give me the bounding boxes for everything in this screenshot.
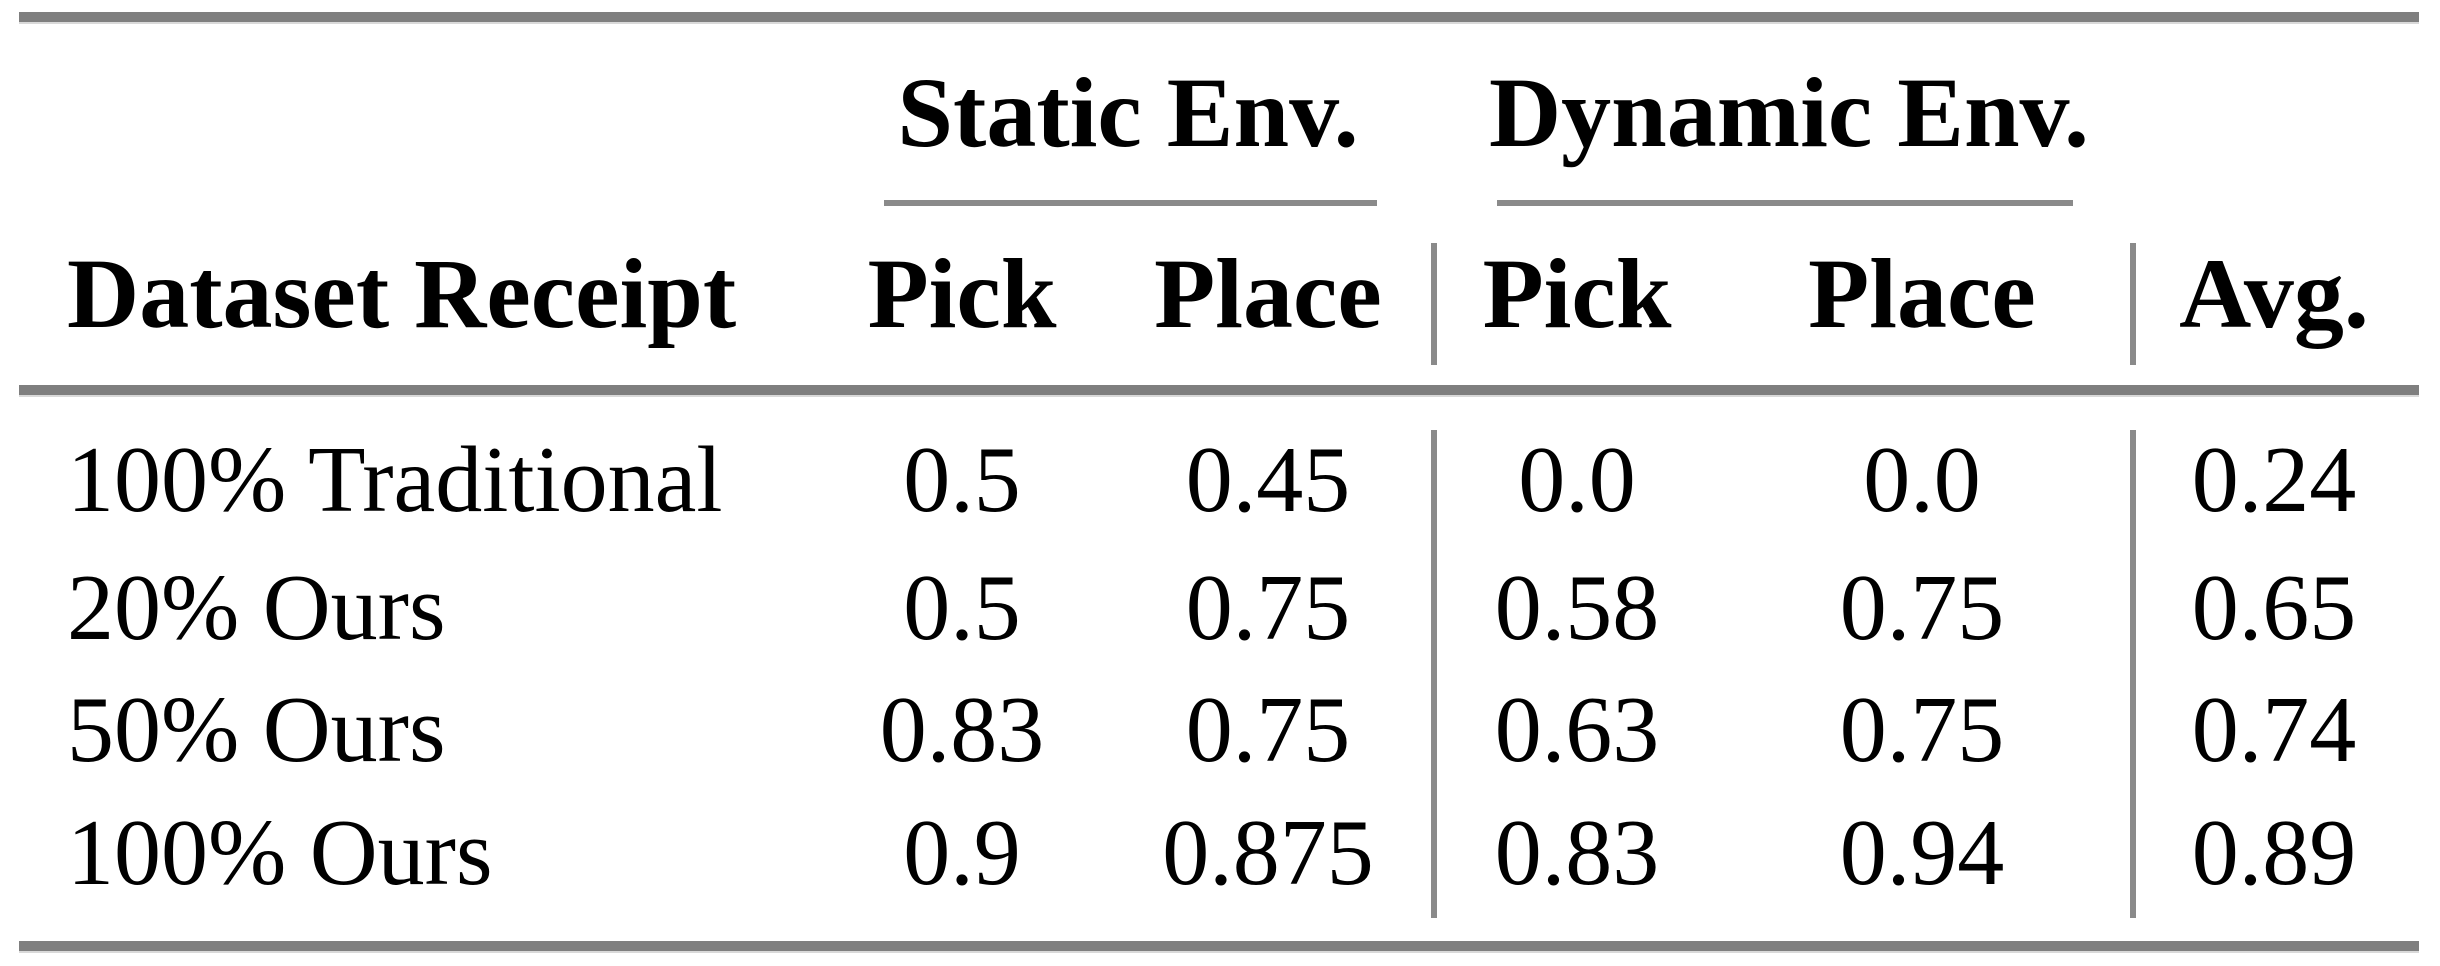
cell-dynamic-pick: 0.58 [1494, 556, 1660, 660]
cell-static-pick: 0.83 [879, 678, 1045, 782]
cmidrule-static-env [884, 200, 1377, 206]
column-header-static-place: Place [1154, 238, 1382, 349]
cell-avg: 0.89 [2191, 801, 2357, 905]
cell-static-pick: 0.5 [903, 556, 1021, 660]
cell-dynamic-place: 0.75 [1839, 678, 2005, 782]
column-header-dynamic-pick: Pick [1482, 238, 1672, 349]
cell-avg: 0.24 [2191, 428, 2357, 532]
vertical-separator-1-header [1431, 243, 1437, 365]
bottom-rule [19, 941, 2419, 951]
vertical-separator-2-header [2130, 243, 2136, 365]
column-group-static-env: Static Env. [897, 57, 1359, 168]
cell-static-pick: 0.9 [903, 801, 1021, 905]
vertical-separator-2-body [2130, 430, 2136, 918]
cell-dynamic-place: 0.0 [1863, 428, 1981, 532]
cmidrule-dynamic-env [1497, 200, 2073, 206]
cell-dynamic-pick: 0.83 [1494, 801, 1660, 905]
cell-static-place: 0.75 [1185, 678, 1351, 782]
column-header-avg: Avg. [2179, 238, 2369, 349]
row-label: 20% Ours [67, 556, 446, 660]
row-label: 100% Ours [67, 801, 493, 905]
cell-static-place: 0.45 [1185, 428, 1351, 532]
column-header-static-pick: Pick [867, 238, 1057, 349]
cell-static-place: 0.75 [1185, 556, 1351, 660]
cell-dynamic-pick: 0.63 [1494, 678, 1660, 782]
top-rule [19, 12, 2419, 22]
mid-rule [19, 385, 2419, 395]
cell-avg: 0.74 [2191, 678, 2357, 782]
cell-dynamic-pick: 0.0 [1518, 428, 1636, 532]
column-header-dataset-receipt: Dataset Receipt [67, 238, 737, 349]
vertical-separator-1-body [1431, 430, 1437, 918]
column-header-dynamic-place: Place [1808, 238, 2036, 349]
row-label: 100% Traditional [67, 428, 723, 532]
cell-static-pick: 0.5 [903, 428, 1021, 532]
cell-avg: 0.65 [2191, 556, 2357, 660]
row-label: 50% Ours [67, 678, 446, 782]
cell-dynamic-place: 0.94 [1839, 801, 2005, 905]
cell-static-place: 0.875 [1162, 801, 1374, 905]
column-group-dynamic-env: Dynamic Env. [1488, 57, 2090, 168]
cell-dynamic-place: 0.75 [1839, 556, 2005, 660]
